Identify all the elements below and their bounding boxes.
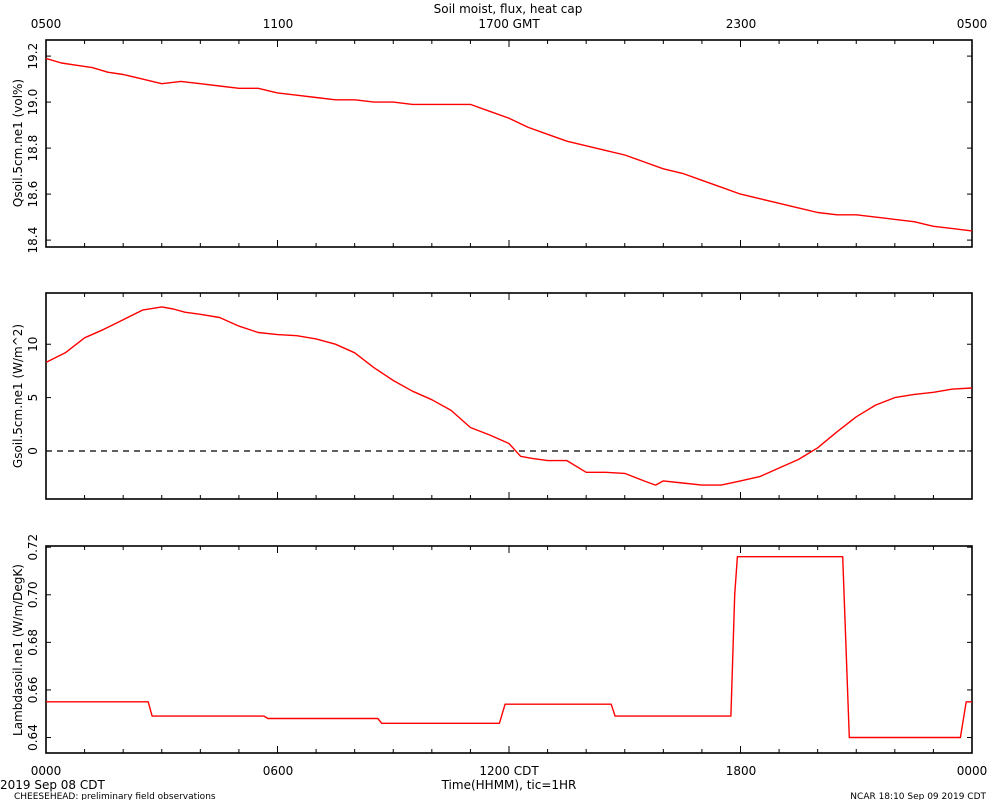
top-tick-label: 1100 (263, 17, 294, 31)
y-tick-label: 18.8 (26, 135, 40, 162)
y-tick-label: 18.6 (26, 181, 40, 208)
bottom-tick-label: 0600 (263, 764, 294, 778)
footer-left: CHEESEHEAD: preliminary field observatio… (14, 792, 216, 800)
bottom-tick-label: 0000 (957, 764, 988, 778)
plot-frame (45, 545, 973, 754)
y-tick-label: 0 (26, 447, 40, 455)
top-tick-label: 2300 (726, 17, 757, 31)
top-axis-labels: 0500 1100 1700 GMT 2300 0500 (31, 17, 988, 31)
y-tick-label: 0.68 (26, 629, 40, 656)
top-tick-label: 1700 GMT (478, 17, 540, 31)
y-tick-label: 0.64 (26, 724, 40, 751)
top-tick-label: 0500 (31, 17, 62, 31)
series-line (45, 57, 973, 232)
y-tick-label: 18.4 (26, 227, 40, 254)
x-axis-label: Time(HHMM), tic=1HR (441, 778, 577, 792)
y-axis-label: Gsoil.5cm.ne1 (W/m^2) (11, 324, 25, 468)
bottom-tick-label: 1200 CDT (479, 764, 539, 778)
y-tick-label: 0.70 (26, 581, 40, 608)
y-tick-label: 5 (26, 394, 40, 402)
series-line (46, 556, 972, 739)
series-line (45, 306, 973, 486)
chart-title: Soil moist, flux, heat cap (434, 2, 583, 16)
bottom-axis-labels: 0000 0600 1200 CDT 1800 0000 (31, 764, 988, 778)
bottom-tick-label: 0000 (31, 764, 62, 778)
footer-right: NCAR 18:10 Sep 09 2019 CDT (850, 792, 986, 800)
y-tick-label: 19.0 (26, 89, 40, 116)
plot-frame (45, 39, 973, 248)
y-tick-label: 0.72 (26, 534, 40, 561)
top-tick-label: 0500 (957, 17, 988, 31)
y-tick-label: 0.66 (26, 677, 40, 704)
bottom-tick-label: 1800 (726, 764, 757, 778)
y-axis-label: Lambdasoil.ne1 (W/m/DegK) (11, 564, 25, 736)
y-tick-label: 10 (26, 337, 40, 352)
date-label: 2019 Sep 08 CDT (0, 778, 105, 792)
y-axis-label: Qsoil.5cm.ne1 (vol%) (11, 79, 25, 207)
y-tick-label: 19.2 (26, 43, 40, 70)
plot-frame (45, 292, 973, 500)
